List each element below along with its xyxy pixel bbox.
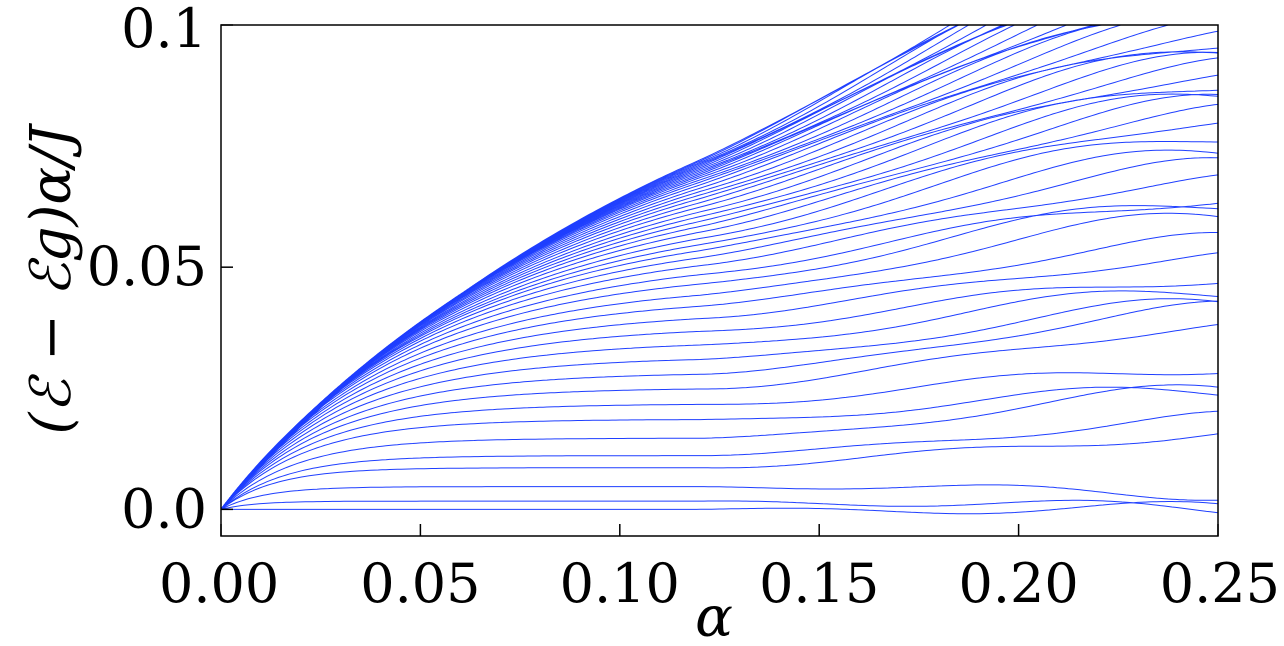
series-line — [221, 57, 1218, 510]
series-line — [221, 141, 1218, 510]
series-line — [221, 25, 1101, 510]
series-line — [221, 501, 1218, 515]
series-line — [221, 149, 1218, 510]
series-line — [221, 433, 1218, 510]
series-line — [221, 25, 951, 510]
x-tick-label: 0.10 — [560, 552, 680, 615]
series-line — [221, 174, 1218, 510]
series-line — [221, 51, 1218, 510]
x-tick-label: 0.05 — [360, 552, 480, 615]
series-line — [221, 122, 1218, 510]
x-axis-label: α — [695, 585, 733, 646]
x-axis: 0.00 0.05 0.10 0.15 0.20 0.25 — [159, 524, 1280, 615]
series-line — [221, 300, 1218, 510]
series-line — [221, 298, 1218, 510]
y-axis-label: (ℰ − ℰg)α/J — [19, 122, 84, 435]
series-line — [221, 499, 1218, 514]
series-line — [221, 212, 1218, 510]
series-line — [221, 74, 1218, 510]
series-line — [221, 290, 1218, 510]
y-tick-label: 0.0 — [121, 477, 207, 540]
series-line — [221, 282, 1218, 510]
series-line — [221, 202, 1218, 510]
plot-frame — [220, 24, 1219, 537]
series-line — [221, 484, 1218, 510]
series-line — [221, 157, 1218, 510]
series-line — [221, 252, 1218, 510]
series-line — [221, 232, 1218, 510]
x-tick-label: 0.25 — [1160, 552, 1280, 615]
series-lines — [221, 25, 1218, 515]
series-line — [221, 25, 1171, 510]
series-line — [221, 103, 1218, 510]
series-line — [221, 51, 1218, 510]
series-line — [221, 93, 1218, 510]
series-line — [221, 372, 1218, 510]
series-line — [221, 324, 1218, 510]
y-axis: 0.0 0.05 0.1 — [87, 0, 233, 540]
x-tick-label: 0.20 — [958, 552, 1078, 615]
series-line — [221, 384, 1218, 510]
y-tick-label: 0.1 — [121, 0, 207, 60]
series-line — [221, 386, 1218, 510]
series-line — [221, 89, 1218, 510]
series-line — [221, 410, 1218, 510]
series-line — [221, 205, 1218, 510]
series-line — [221, 47, 1218, 510]
y-tick-label: 0.05 — [87, 235, 207, 298]
series-line — [221, 93, 1218, 510]
x-tick-label: 0.15 — [759, 552, 879, 615]
x-tick-label: 0.00 — [159, 552, 279, 615]
